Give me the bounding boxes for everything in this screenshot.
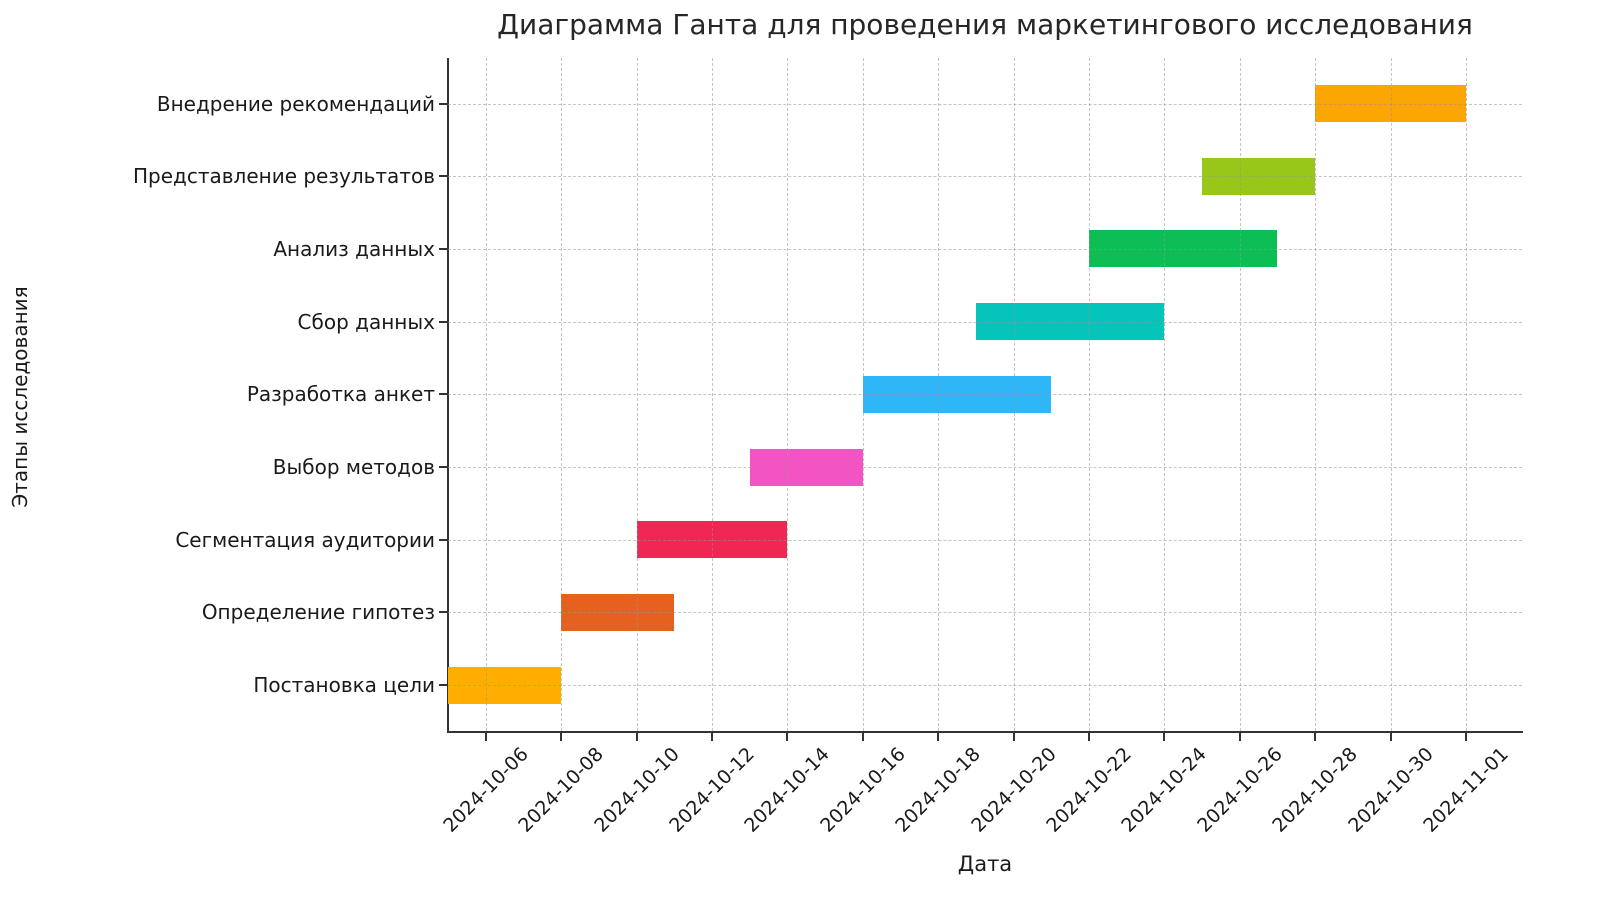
y-tick-label: Сегментация аудитории <box>175 527 435 552</box>
y-tick-label: Представление результатов <box>132 164 435 189</box>
y-axis-label: Этапы исследования <box>8 286 32 508</box>
x-tick-mark <box>1087 733 1090 741</box>
y-tick-label: Определение гипотез <box>201 600 435 625</box>
x-tick-mark <box>1389 733 1392 741</box>
gridline-horizontal <box>448 467 1522 468</box>
x-tick-mark <box>1012 733 1015 741</box>
gridline-horizontal <box>448 248 1522 250</box>
y-tick-mark <box>439 102 447 105</box>
y-tick-label: Постановка цели <box>253 673 435 698</box>
x-axis-label: Дата <box>957 852 1013 876</box>
gridline-horizontal <box>448 103 1522 105</box>
y-tick-mark <box>439 611 447 614</box>
y-tick-mark <box>439 320 447 323</box>
y-tick-label: Внедрение рекомендаций <box>156 91 435 116</box>
y-tick-mark <box>439 247 447 250</box>
y-tick-label: Разработка анкет <box>246 382 435 407</box>
x-tick-mark <box>786 733 789 741</box>
gridline-horizontal <box>448 685 1522 687</box>
y-tick-label: Выбор методов <box>272 455 435 479</box>
x-tick-mark <box>861 733 864 741</box>
y-tick-label: Сбор данных <box>297 309 435 334</box>
y-tick-mark <box>439 393 447 396</box>
y-tick-mark <box>439 175 447 178</box>
x-tick-mark <box>560 733 563 741</box>
x-tick-mark <box>1314 733 1317 741</box>
x-axis-spine <box>447 731 1523 733</box>
x-tick-mark <box>635 733 638 741</box>
chart-title: Диаграмма Ганта для проведения маркетинг… <box>497 8 1473 41</box>
y-axis-spine <box>447 58 449 733</box>
y-tick-mark <box>439 538 447 541</box>
y-tick-mark <box>439 466 447 468</box>
x-tick-mark <box>710 733 713 741</box>
x-tick-mark <box>1238 733 1241 741</box>
y-tick-label: Анализ данных <box>273 236 435 261</box>
gridline-horizontal <box>448 539 1522 541</box>
x-tick-mark <box>1464 733 1467 741</box>
gridline-horizontal <box>448 176 1522 178</box>
x-tick-mark <box>1163 733 1166 741</box>
y-tick-mark <box>439 684 447 687</box>
x-tick-mark <box>937 733 940 741</box>
gridline-horizontal <box>448 612 1522 614</box>
gridline-horizontal <box>448 321 1522 323</box>
x-tick-mark <box>484 733 487 741</box>
gridline-horizontal <box>448 394 1522 396</box>
